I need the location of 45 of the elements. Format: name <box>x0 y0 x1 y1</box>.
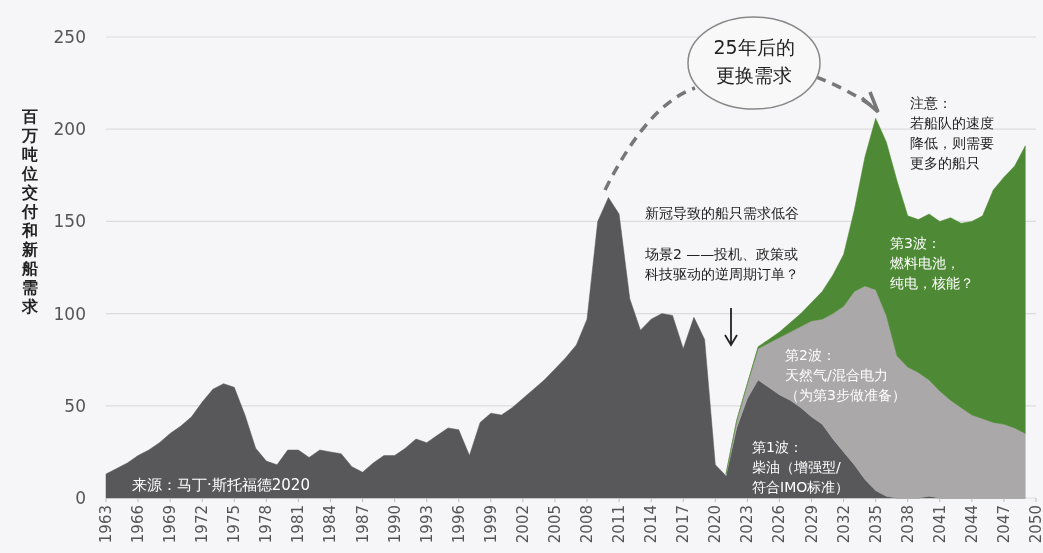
x-tick-label: 2017 <box>674 505 693 544</box>
annotation: 第2波：天然气/混合电力（为第3步做准备） <box>785 347 906 403</box>
x-tick-label: 2038 <box>898 505 917 544</box>
x-tick-label: 2032 <box>834 505 853 544</box>
annotation: 25年后的更换需求 <box>713 36 795 86</box>
y-tick-label: 200 <box>53 119 86 140</box>
y-tick-label: 250 <box>53 27 86 47</box>
x-tick-label: 2035 <box>866 505 885 544</box>
x-tick-label: 1972 <box>193 505 212 544</box>
x-tick-label: 1999 <box>481 505 500 544</box>
x-tick-label: 1966 <box>129 505 148 544</box>
annotation: 来源：马丁·斯托福德2020 <box>132 476 310 494</box>
x-tick-label: 2011 <box>610 505 629 544</box>
x-tick-label: 2029 <box>802 505 821 544</box>
x-tick-label: 1963 <box>97 505 115 544</box>
x-tick-label: 1969 <box>161 505 180 544</box>
x-tick-label: 2005 <box>545 505 564 544</box>
x-tick-label: 1993 <box>417 505 436 544</box>
x-tick-label: 1987 <box>353 505 372 544</box>
annotation: 第3波：燃料电池，纯电，核能？ <box>890 235 974 291</box>
x-tick-label: 2023 <box>738 505 757 544</box>
y-tick-label: 50 <box>64 395 86 416</box>
annotation: 新冠导致的船只需求低谷 <box>645 205 799 221</box>
x-tick-label: 2041 <box>930 505 949 544</box>
x-tick-label: 1996 <box>449 505 468 544</box>
x-tick-label: 1975 <box>225 505 244 544</box>
x-tick-label: 1990 <box>385 505 404 544</box>
x-tick-label: 1978 <box>257 505 276 544</box>
x-tick-label: 2050 <box>1027 505 1043 544</box>
x-tick-label: 1981 <box>289 505 308 544</box>
x-tick-label: 2020 <box>706 505 725 544</box>
x-tick-label: 2026 <box>770 505 789 544</box>
x-tick-label: 2014 <box>642 505 661 544</box>
x-tick-label: 2044 <box>962 505 981 544</box>
text: 百万吨位交付和新船需求 <box>22 107 38 316</box>
annotation: 场景2 ——投机、政策或科技驱动的逆周期订单？ <box>645 246 799 282</box>
y-tick-label: 100 <box>53 303 86 324</box>
annotation: 第1波：柴油（增强型/符合IMO标准） <box>752 439 850 495</box>
annotation: 注意：若船队的速度降低，则需要更多的船只 <box>910 95 994 171</box>
y-tick-label: 150 <box>53 211 86 232</box>
x-tick-label: 2047 <box>994 505 1013 544</box>
x-tick-label: 1984 <box>321 505 340 544</box>
x-tick-label: 2008 <box>578 505 597 544</box>
y-tick-label: 0 <box>75 488 86 508</box>
x-tick-label: 2002 <box>513 505 532 544</box>
